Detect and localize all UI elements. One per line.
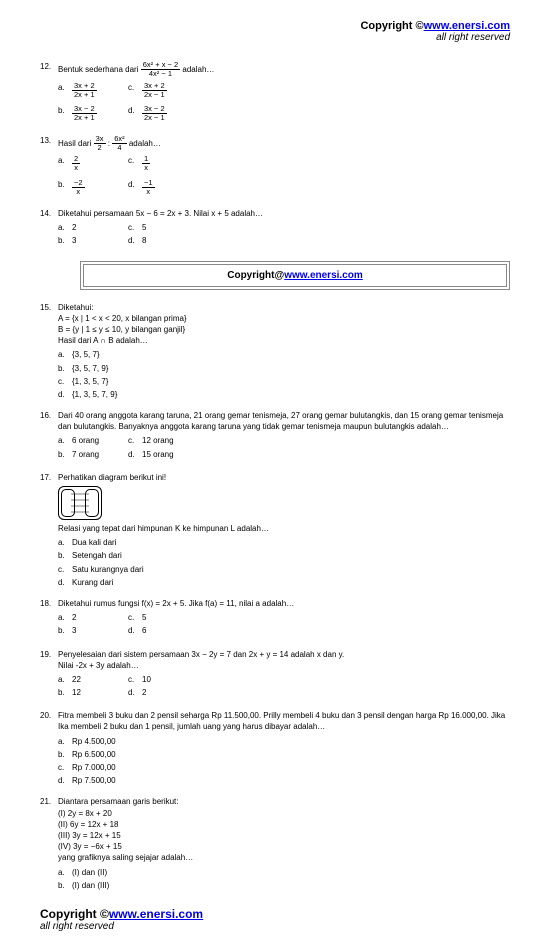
diagram-arrows xyxy=(59,487,103,521)
question-18: 18.Diketahui rumus fungsi f(x) = 2x + 5.… xyxy=(40,598,510,639)
question-21: 21. Diantara persamaan garis berikut: (I… xyxy=(40,796,510,891)
question-20: 20.Fitra membeli 3 buku dan 2 pensil seh… xyxy=(40,710,510,786)
reserved-top: all right reserved xyxy=(40,32,510,43)
page-header: Copyright ©www.enersi.com all right rese… xyxy=(40,20,510,43)
question-19: 19. Penyelesaian dari sistem persamaan 3… xyxy=(40,649,510,701)
question-12: 12. Bentuk sederhana dari 6x² + x − 24x²… xyxy=(40,61,510,125)
stem-frac: 6x² + x − 24x² − 1 xyxy=(141,61,180,79)
copyright-bottom: Copyright ©www.enersi.com xyxy=(40,907,510,921)
question-16: 16.Dari 40 orang anggota karang taruna, … xyxy=(40,410,510,462)
opt-a: 3x + 22x + 1 xyxy=(72,82,97,100)
opt-d: 3x − 22x − 1 xyxy=(142,105,167,123)
header-link[interactable]: www.enersi.com xyxy=(424,20,510,32)
relation-diagram xyxy=(58,486,102,520)
question-17: 17.Perhatikan diagram berikut ini! Relas… xyxy=(40,472,510,588)
q-body: Bentuk sederhana dari 6x² + x − 24x² − 1… xyxy=(58,61,510,79)
copyright-top: Copyright ©www.enersi.com xyxy=(40,20,510,32)
mid-copyright-banner: Copyright@www.enersi.com xyxy=(80,261,510,290)
question-14: 14.Diketahui persamaan 5x − 6 = 2x + 3. … xyxy=(40,208,510,249)
page-footer: Copyright ©www.enersi.com all right rese… xyxy=(40,907,510,932)
opt-b: 3x − 22x + 1 xyxy=(72,105,97,123)
q-num: 12. xyxy=(40,61,58,79)
copyright-prefix: Copyright © xyxy=(360,20,423,32)
question-15: 15. Diketahui: A = {x | 1 < x < 20, x bi… xyxy=(40,302,510,401)
question-13: 13. Hasil dari 3x2 : 6x²4 adalah… a.2x b… xyxy=(40,135,510,199)
opt-c: 3x + 22x − 1 xyxy=(142,82,167,100)
reserved-bottom: all right reserved xyxy=(40,921,510,932)
footer-link[interactable]: www.enersi.com xyxy=(109,907,203,921)
mid-link[interactable]: www.enersi.com xyxy=(284,270,363,281)
